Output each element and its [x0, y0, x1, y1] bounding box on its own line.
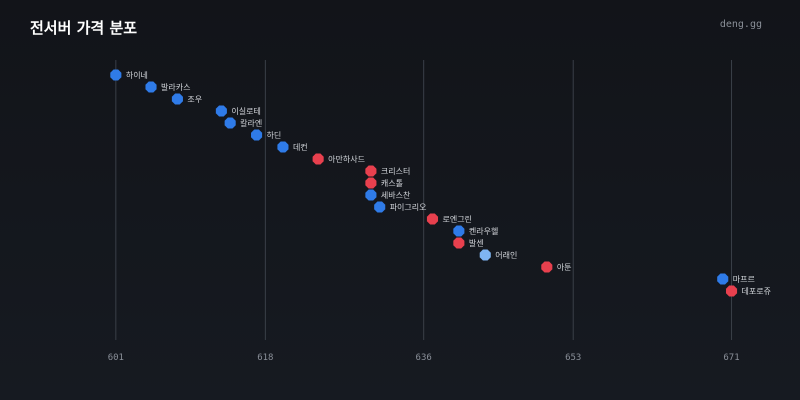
x-axis-ticks: 601 618 636 653 671 — [108, 353, 740, 363]
data-point: 로엔그린 — [426, 213, 472, 225]
point-marker — [725, 285, 738, 297]
point-marker — [453, 237, 465, 249]
point-label: 하이네 — [126, 70, 148, 80]
point-label: 아만하사드 — [328, 154, 365, 164]
point-marker — [479, 249, 491, 261]
point-marker — [717, 273, 729, 285]
point-label: 마프르 — [733, 275, 755, 284]
point-label: 데컨 — [293, 142, 308, 152]
point-marker — [110, 69, 122, 81]
data-point: 하딘 — [251, 129, 282, 141]
point-label: 칼라엔 — [240, 118, 262, 128]
point-label: 로엔그린 — [442, 214, 471, 224]
data-point: 아만하사드 — [312, 153, 365, 165]
point-label: 이실로테 — [231, 106, 260, 116]
point-marker — [277, 141, 289, 153]
data-point: 어래인 — [479, 249, 517, 261]
data-point: 발센 — [453, 237, 484, 249]
x-tick-label: 636 — [416, 353, 432, 363]
data-point: 아툰 — [541, 261, 572, 273]
point-label: 발센 — [469, 238, 484, 248]
data-point: 캐스톨 — [365, 177, 403, 189]
point-marker — [171, 93, 183, 105]
data-point: 데포로쥬 — [725, 285, 771, 297]
x-tick-label: 618 — [257, 353, 273, 363]
point-marker — [251, 129, 263, 141]
point-label: 아툰 — [557, 262, 572, 272]
data-point: 마프르 — [717, 273, 755, 285]
point-marker — [365, 177, 377, 189]
x-tick-label: 653 — [565, 353, 581, 363]
brand-label: deng.gg — [719, 19, 762, 30]
point-label: 세바스찬 — [381, 190, 411, 200]
point-marker — [374, 201, 386, 213]
data-point: 발라카스 — [145, 81, 190, 93]
point-label: 파이그리오 — [390, 202, 427, 212]
data-point: 켄라우헬 — [453, 225, 498, 237]
data-point: 크리스터 — [365, 165, 410, 177]
data-point: 파이그리오 — [374, 201, 427, 213]
x-tick-label: 671 — [723, 353, 739, 363]
data-point: 하이네 — [110, 69, 148, 81]
grid-lines — [115, 60, 733, 340]
point-marker — [215, 105, 227, 117]
data-point: 칼라엔 — [224, 117, 262, 129]
point-label: 켄라우헬 — [469, 226, 498, 236]
data-point: 세바스찬 — [365, 189, 411, 201]
point-label: 조우 — [187, 95, 202, 104]
data-points: 하이네발라카스조우이실로테칼라엔하딘데컨아만하사드크리스터캐스톨세바스찬파이그리… — [110, 69, 771, 297]
point-label: 크리스터 — [381, 167, 410, 176]
point-label: 발라카스 — [161, 82, 190, 92]
point-marker — [453, 225, 465, 237]
point-marker — [541, 261, 553, 273]
point-label: 캐스톨 — [381, 179, 403, 188]
data-point: 이실로테 — [215, 105, 261, 117]
data-point: 데컨 — [277, 141, 308, 153]
chart-title: 전서버 가격 분포 — [30, 19, 138, 37]
point-label: 하딘 — [267, 130, 282, 140]
point-marker — [312, 153, 324, 165]
data-point: 조우 — [171, 93, 202, 105]
point-marker — [224, 117, 236, 129]
point-label: 데포로쥬 — [742, 287, 771, 296]
point-marker — [365, 189, 377, 201]
point-marker — [365, 165, 377, 177]
x-tick-label: 601 — [108, 353, 124, 363]
point-label: 어래인 — [495, 250, 517, 260]
point-marker — [426, 213, 439, 225]
point-marker — [145, 81, 157, 93]
